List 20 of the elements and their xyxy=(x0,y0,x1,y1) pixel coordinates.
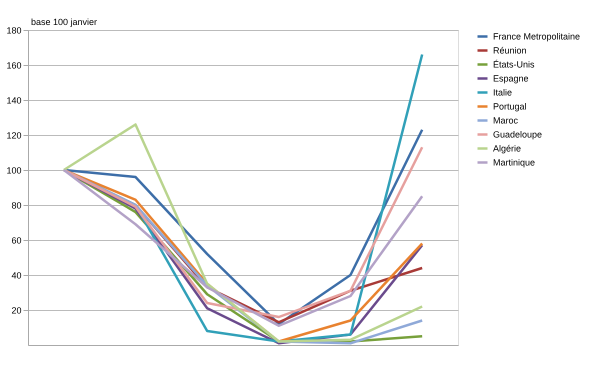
legend-label: Espagne xyxy=(493,74,529,84)
text: base 100 janvier xyxy=(31,17,98,27)
y-tick-label: 60 xyxy=(11,236,22,246)
legend-label: États-Unis xyxy=(493,60,536,70)
y-tick-label: 40 xyxy=(11,270,22,280)
y-tick-label: 180 xyxy=(6,26,22,36)
y-tick-label: 120 xyxy=(6,130,22,140)
legend-label: Guadeloupe xyxy=(493,130,542,140)
legend-label: Italie xyxy=(493,88,512,98)
y-tick-label: 80 xyxy=(11,200,22,210)
legend-label: Martinique xyxy=(493,158,536,168)
legend-label: Maroc xyxy=(493,116,519,126)
y-tick-label: 20 xyxy=(11,306,22,316)
legend-label: Réunion xyxy=(493,46,527,56)
y-tick-label: 160 xyxy=(6,60,22,70)
y-tick-label: 100 xyxy=(6,166,22,176)
legend-label: Portugal xyxy=(493,102,527,112)
legend-label: Algérie xyxy=(493,144,522,154)
legend-label: France Metropolitaine xyxy=(493,32,580,42)
y-tick-label: 140 xyxy=(6,96,22,106)
